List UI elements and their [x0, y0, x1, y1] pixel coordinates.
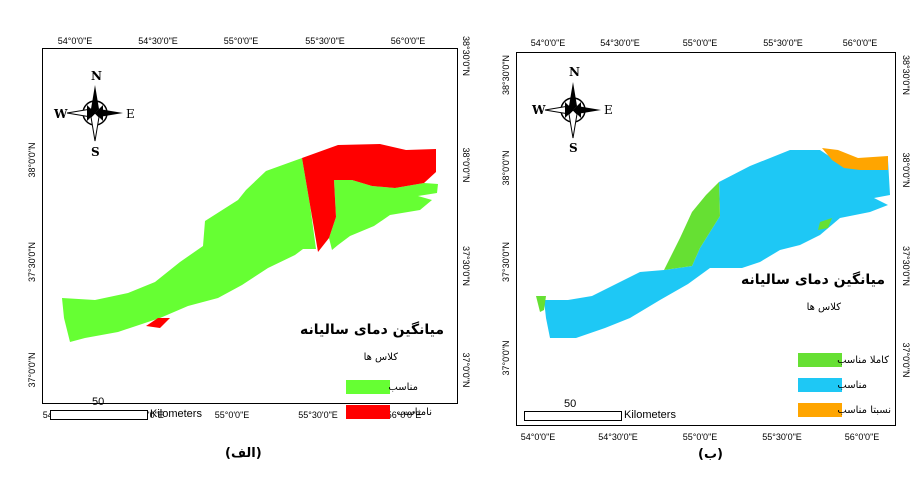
x-tick-top: 54°30'0"E	[138, 36, 178, 46]
scale-value: 50	[92, 396, 105, 408]
map-canvas-a: N S W E	[53, 69, 438, 342]
region-suitable	[62, 158, 316, 342]
x-tick-bottom: 56°0'0"E	[386, 410, 422, 420]
x-tick-bottom: 56°0'0"E	[844, 432, 880, 442]
x-tick-top: 54°0'0"E	[57, 36, 93, 46]
x-tick-top: 54°0'0"E	[530, 38, 566, 48]
panel-caption-a: (الف)	[225, 446, 262, 461]
region-very-suitable	[664, 182, 720, 270]
x-tick-bottom: 54°0'0"E	[520, 432, 556, 442]
legend-title: میانگین دمای سالیانه	[299, 322, 444, 338]
compass-n: N	[569, 65, 580, 79]
compass-s: S	[569, 141, 578, 155]
x-tick-top: 56°0'0"E	[842, 38, 878, 48]
region-unsuitable	[146, 318, 170, 328]
legend-label-suitable: مناسب	[837, 380, 867, 391]
x-tick-bottom: 55°0'0"E	[682, 432, 718, 442]
legend-label-suitable: مناسب	[388, 382, 418, 393]
x-tick-top: 55°0'0"E	[682, 38, 718, 48]
compass-w: W	[531, 103, 546, 117]
x-tick-top: 54°30'0"E	[600, 38, 640, 48]
legend-swatch-very-suitable	[798, 353, 842, 367]
panel-caption-b: (ب)	[698, 447, 723, 462]
legend-label-very-suitable: کاملا مناسب	[837, 355, 889, 366]
region-very-suitable	[818, 218, 832, 230]
map-canvas-b: N S W E	[531, 65, 890, 338]
x-tick-bottom: 55°30'0"E	[762, 432, 802, 442]
legend-swatch-suitable	[798, 378, 842, 392]
region-relatively-suitable	[822, 148, 888, 170]
scale-value: 50	[564, 398, 577, 410]
legend-swatch-suitable	[346, 380, 390, 394]
x-tick-top: 55°0'0"E	[223, 36, 259, 46]
north-arrow-icon	[66, 85, 123, 142]
scale-unit: Kilometers	[624, 409, 676, 421]
region-unsuitable	[302, 144, 436, 252]
map-panel-a: 54°0'0"E 54°30'0"E 55°0'0"E 55°30'0"E 56…	[0, 0, 471, 486]
legend-swatch-relatively-suitable	[798, 403, 842, 417]
north-arrow-icon	[544, 82, 601, 139]
legend-label-relatively-suitable: نسبتا مناسب	[837, 405, 891, 416]
legend-subtitle: کلاس ها	[363, 352, 398, 363]
legend-swatch-unsuitable	[346, 405, 390, 419]
region-suitable	[329, 180, 438, 250]
x-tick-top: 55°30'0"E	[763, 38, 803, 48]
x-tick-bottom: 55°30'0"E	[298, 410, 338, 420]
scale-bar	[50, 410, 148, 420]
compass-w: W	[53, 107, 68, 121]
legend-title: میانگین دمای سالیانه	[740, 272, 885, 288]
x-tick-top: 55°30'0"E	[305, 36, 345, 46]
x-tick-bottom: 54°30'0"E	[598, 432, 638, 442]
region-suitable	[544, 150, 890, 338]
compass-n: N	[91, 69, 102, 83]
legend-label-unsuitable: نامناسب	[396, 407, 432, 418]
legend-subtitle: کلاس ها	[806, 302, 841, 313]
compass-e: E	[126, 107, 135, 121]
region-very-suitable	[536, 296, 546, 312]
map-panel-b: 54°0'0"E 54°30'0"E 55°0'0"E 55°30'0"E 56…	[460, 0, 921, 486]
compass-e: E	[604, 103, 613, 117]
compass-s: S	[91, 145, 100, 159]
x-tick-bottom: 55°0'0"E	[214, 410, 250, 420]
scale-bar	[524, 411, 622, 421]
scale-unit: Kilometers	[150, 408, 202, 420]
x-tick-top: 56°0'0"E	[390, 36, 426, 46]
